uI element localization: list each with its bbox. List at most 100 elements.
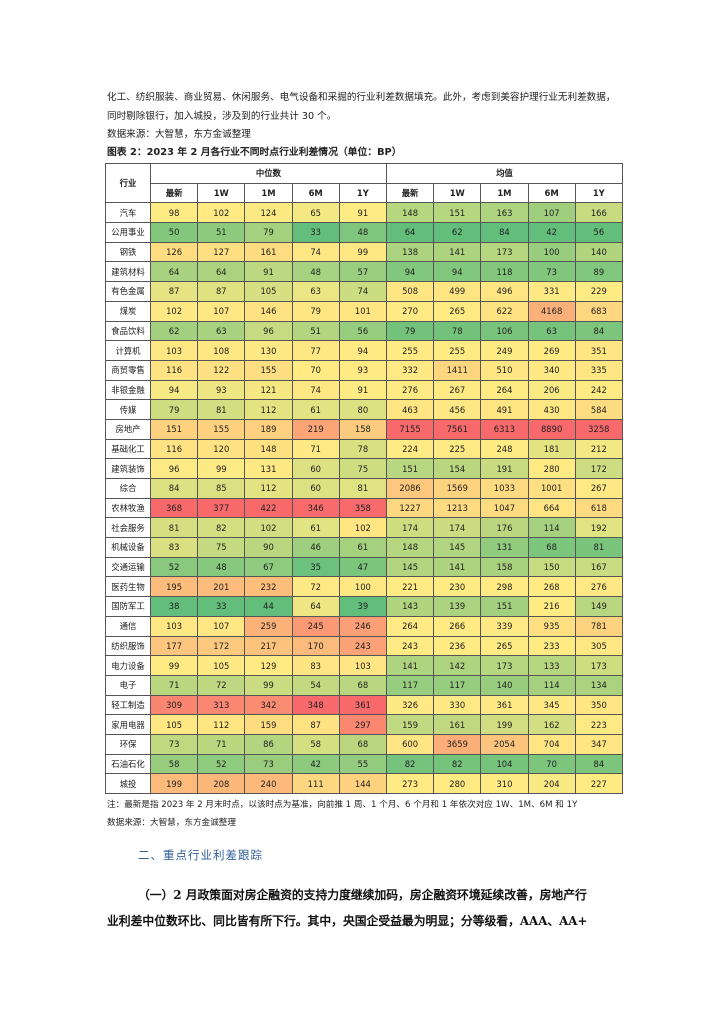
median-value-cell: 103 <box>149 340 199 361</box>
industry-name: 环保 <box>105 733 151 755</box>
mean-value-cell: 268 <box>527 576 576 598</box>
mean-value-cell: 255 <box>433 340 482 361</box>
median-value-cell: 79 <box>149 399 199 420</box>
median-value-cell: 58 <box>291 733 340 755</box>
mean-value-cell: 276 <box>574 576 623 598</box>
median-value-cell: 72 <box>291 576 340 598</box>
median-value-cell: 116 <box>149 359 199 381</box>
mean-value-cell: 664 <box>527 497 576 519</box>
table-row: 石油石化 58 52 73 42 55 82 82 104 70 84 <box>105 753 623 775</box>
median-value-cell: 94 <box>149 379 199 401</box>
mean-value-cell: 249 <box>480 340 529 361</box>
mean-value-cell: 142 <box>433 655 482 676</box>
median-value-cell: 158 <box>338 418 387 440</box>
table-body: 汽车 98 102 124 65 91 148 151 163 107 166 公用事业 50 51 79 3… <box>105 202 623 794</box>
median-value-cell: 83 <box>291 655 340 676</box>
mean-value-cell: 117 <box>385 674 435 696</box>
mean-value-cell: 269 <box>527 340 576 361</box>
median-value-cell: 99 <box>244 674 293 696</box>
median-value-cell: 243 <box>338 635 387 657</box>
industry-name: 社会服务 <box>105 517 151 539</box>
median-value-cell: 75 <box>197 537 246 558</box>
mean-value-cell: 508 <box>385 281 435 302</box>
median-value-cell: 70 <box>291 359 340 381</box>
mean-value-cell: 781 <box>574 615 623 637</box>
mean-value-cell: 204 <box>527 773 576 794</box>
median-value-cell: 60 <box>291 478 340 499</box>
median-value-cell: 96 <box>244 320 293 342</box>
median-value-cell: 67 <box>244 556 293 578</box>
mean-value-cell: 176 <box>480 517 529 539</box>
median-value-cell: 65 <box>291 202 340 224</box>
mean-value-cell: 223 <box>574 714 623 735</box>
median-value-cell: 74 <box>291 379 340 401</box>
mean-value-cell: 4168 <box>527 300 576 322</box>
median-value-cell: 342 <box>244 694 293 716</box>
mean-value-cell: 243 <box>385 635 435 657</box>
median-subheader-1m: 1M <box>244 182 293 204</box>
median-value-cell: 44 <box>244 596 293 617</box>
table-row: 公用事业 50 51 79 33 48 64 62 84 42 56 <box>105 222 623 243</box>
industry-name: 商贸零售 <box>105 359 151 381</box>
mean-value-cell: 456 <box>433 399 482 420</box>
median-value-cell: 120 <box>197 438 246 460</box>
median-value-cell: 112 <box>197 714 246 735</box>
median-value-cell: 77 <box>291 340 340 361</box>
table-row: 建筑装饰 96 99 131 60 75 151 154 191 280 172 <box>105 458 623 479</box>
median-value-cell: 105 <box>244 281 293 302</box>
median-value-cell: 99 <box>197 458 246 479</box>
median-value-cell: 155 <box>197 418 246 440</box>
mean-value-cell: 340 <box>527 359 576 381</box>
mean-value-cell: 430 <box>527 399 576 420</box>
mean-value-cell: 276 <box>385 379 435 401</box>
median-value-cell: 52 <box>149 556 199 578</box>
mean-value-cell: 192 <box>574 517 623 539</box>
median-value-cell: 79 <box>244 222 293 243</box>
table-row: 电力设备 99 105 129 83 103 141 142 173 133 173 <box>105 655 623 676</box>
median-value-cell: 121 <box>244 379 293 401</box>
mean-value-cell: 264 <box>480 379 529 401</box>
median-value-cell: 71 <box>197 733 246 755</box>
mean-value-cell: 326 <box>385 694 435 716</box>
mean-value-cell: 145 <box>385 556 435 578</box>
mean-subheader-最新: 最新 <box>385 182 435 204</box>
median-value-cell: 151 <box>149 418 199 440</box>
mean-value-cell: 3659 <box>433 733 482 755</box>
median-value-cell: 105 <box>149 714 199 735</box>
mean-value-cell: 1411 <box>433 359 482 381</box>
industry-name: 建筑装饰 <box>105 458 151 479</box>
mean-value-cell: 230 <box>433 576 482 598</box>
mean-value-cell: 199 <box>480 714 529 735</box>
median-value-cell: 259 <box>244 615 293 637</box>
mean-value-cell: 1001 <box>527 478 576 499</box>
median-value-cell: 61 <box>291 399 340 420</box>
mean-value-cell: 347 <box>574 733 623 755</box>
mean-value-cell: 463 <box>385 399 435 420</box>
mean-value-cell: 361 <box>480 694 529 716</box>
median-value-cell: 81 <box>149 517 199 539</box>
mean-value-cell: 255 <box>385 340 435 361</box>
median-value-cell: 87 <box>149 281 199 302</box>
mean-value-cell: 42 <box>527 222 576 243</box>
median-value-cell: 102 <box>338 517 387 539</box>
median-value-cell: 48 <box>291 261 340 283</box>
median-group-header: 中位数 <box>150 163 387 184</box>
median-value-cell: 103 <box>149 615 199 637</box>
mean-value-cell: 339 <box>480 615 529 637</box>
mean-value-cell: 104 <box>480 753 529 775</box>
table-row: 机械设备 83 75 90 46 61 148 145 131 68 81 <box>105 537 623 558</box>
mean-value-cell: 298 <box>480 576 529 598</box>
table-row: 有色金属 87 87 105 63 74 508 499 496 331 229 <box>105 281 623 302</box>
median-value-cell: 79 <box>291 300 340 322</box>
mean-value-cell: 935 <box>527 615 576 637</box>
mean-value-cell: 335 <box>574 359 623 381</box>
mean-value-cell: 264 <box>385 615 435 637</box>
mean-value-cell: 100 <box>527 241 576 263</box>
median-value-cell: 297 <box>338 714 387 735</box>
median-value-cell: 127 <box>197 241 246 263</box>
median-value-cell: 122 <box>197 359 246 381</box>
median-value-cell: 64 <box>291 596 340 617</box>
median-value-cell: 112 <box>244 399 293 420</box>
mean-value-cell: 265 <box>480 635 529 657</box>
industry-name: 电子 <box>105 674 151 696</box>
